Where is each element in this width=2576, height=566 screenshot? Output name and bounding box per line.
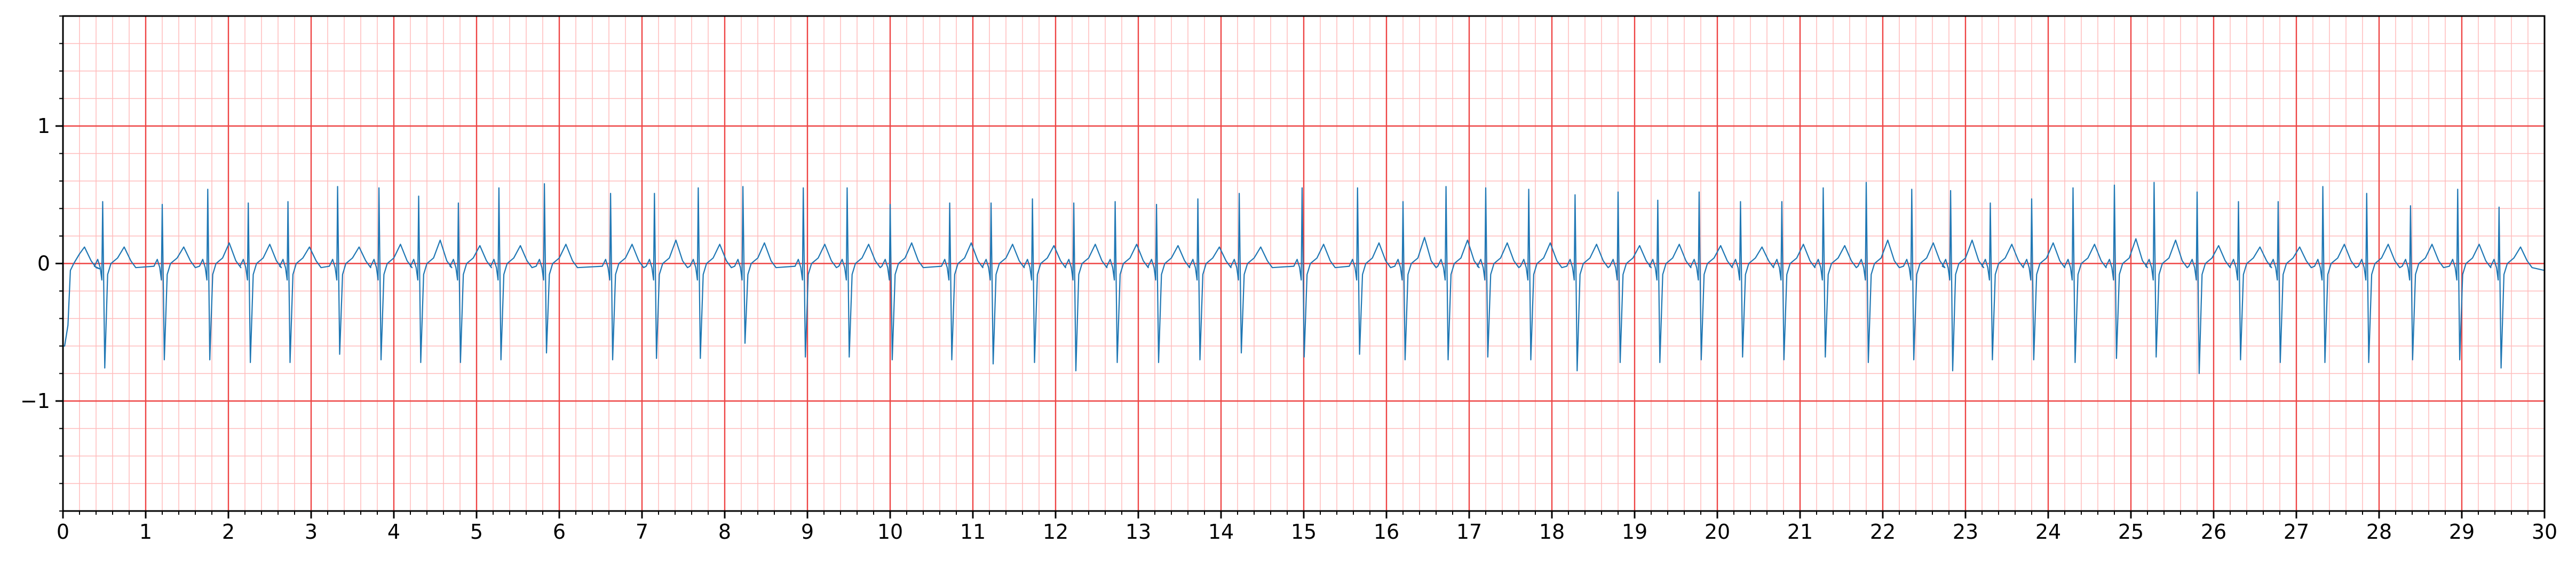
- x-tick-label: 3: [305, 520, 318, 544]
- x-tick-label: 25: [2118, 520, 2144, 544]
- x-tick-label: 19: [1622, 520, 1647, 544]
- x-tick-label: 1: [139, 520, 152, 544]
- x-tick-label: 4: [387, 520, 400, 544]
- ecg-series-line: [63, 182, 2545, 374]
- x-tick-label: 20: [1705, 520, 1730, 544]
- x-tick-label: 27: [2284, 520, 2309, 544]
- x-tick-label: 21: [1787, 520, 1813, 544]
- x-tick-label: 26: [2201, 520, 2226, 544]
- x-tick-label: 24: [2035, 520, 2061, 544]
- x-tick-label: 14: [1208, 520, 1234, 544]
- x-tick-label: 11: [960, 520, 986, 544]
- signal-layer: [63, 182, 2545, 374]
- y-tick-label: 1: [37, 114, 50, 138]
- x-tick-label: 28: [2366, 520, 2392, 544]
- x-tick-label: 30: [2532, 520, 2557, 544]
- x-tick-label: 22: [1870, 520, 1896, 544]
- x-tick-label: 8: [718, 520, 731, 544]
- x-tick-label: 15: [1291, 520, 1317, 544]
- y-axis: −1 0 1: [20, 15, 63, 512]
- x-tick-label: 10: [877, 520, 903, 544]
- x-tick-label: 5: [470, 520, 483, 544]
- x-tick-label: 2: [222, 520, 235, 544]
- major-grid: [62, 16, 2546, 511]
- x-tick-label: 18: [1539, 520, 1565, 544]
- x-tick-label: 29: [2449, 520, 2475, 544]
- y-tick-label: −1: [20, 389, 50, 413]
- x-tick-label: 17: [1456, 520, 1482, 544]
- x-tick-label: 16: [1374, 520, 1399, 544]
- x-tick-label: 9: [801, 520, 814, 544]
- y-tick-label: 0: [37, 252, 50, 276]
- x-tick-label: 23: [1953, 520, 1978, 544]
- x-tick-label: 13: [1125, 520, 1151, 544]
- x-tick-label: 0: [57, 520, 69, 544]
- x-tick-label: 12: [1043, 520, 1068, 544]
- x-tick-label: 6: [553, 520, 566, 544]
- x-axis: 0 1 2 3 4 5 6 7 8 9 10 11 12 13 14 15 16 17 18 19 20 21 22 23 24…: [57, 511, 2557, 544]
- x-tick-label: 7: [636, 520, 648, 544]
